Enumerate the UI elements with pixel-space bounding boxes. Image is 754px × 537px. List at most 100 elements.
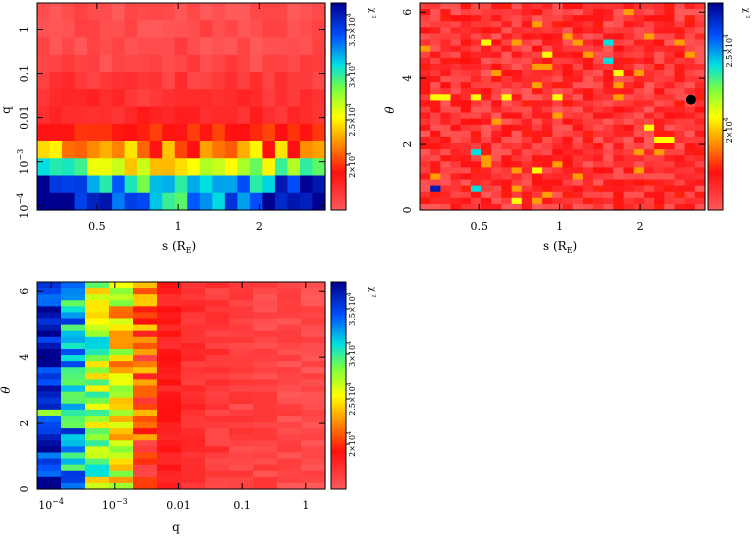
- heatmap-cell: [674, 143, 686, 150]
- p1-y-axis-label: q: [0, 106, 13, 114]
- heatmap-cell: [521, 15, 533, 22]
- heatmap-cell: [301, 422, 326, 429]
- heatmap-cell: [562, 191, 574, 199]
- heatmap-cell: [684, 106, 696, 114]
- heatmap-cell: [301, 306, 326, 314]
- heatmap-cell: [491, 21, 503, 28]
- heatmap-cell: [205, 470, 230, 478]
- heatmap-cell: [521, 118, 533, 126]
- heatmap-cell: [582, 203, 594, 211]
- heatmap-cell: [633, 51, 645, 59]
- heatmap-cell: [613, 57, 625, 65]
- heatmap-cell: [61, 385, 86, 393]
- heatmap-cell: [312, 37, 326, 56]
- heatmap-cell: [174, 158, 188, 177]
- heatmap-cell: [470, 94, 482, 102]
- heatmap-cell: [623, 112, 635, 120]
- heatmap-cell: [162, 20, 176, 39]
- heatmap-cell: [229, 409, 254, 417]
- heatmap-cell: [450, 39, 462, 47]
- heatmap-cell: [654, 39, 665, 47]
- heatmap-cell: [664, 173, 676, 181]
- heatmap-cell: [450, 130, 462, 138]
- heatmap-cell: [187, 158, 201, 177]
- heatmap-cell: [430, 203, 441, 211]
- heatmap-cell: [694, 179, 706, 187]
- heatmap-cell: [440, 15, 452, 22]
- heatmap-cell: [603, 143, 614, 150]
- heatmap-cell: [253, 446, 278, 454]
- heatmap-cell: [277, 415, 302, 423]
- heatmap-cell: [694, 15, 706, 22]
- heatmap-cell: [277, 288, 302, 295]
- heatmap-cell: [85, 355, 110, 362]
- heatmap-cell: [162, 72, 176, 90]
- heatmap-cell: [87, 106, 101, 125]
- heatmap-cell: [450, 197, 462, 205]
- heatmap-cell: [212, 141, 226, 159]
- heatmap-cell: [301, 476, 326, 484]
- heatmap-cell: [224, 141, 238, 159]
- heatmap-cell: [301, 294, 326, 301]
- heatmap-cell: [253, 300, 278, 307]
- heatmap-cell: [562, 112, 574, 120]
- heatmap-cell: [593, 179, 604, 187]
- heatmap-cell: [181, 282, 206, 289]
- heatmap-cell: [572, 88, 584, 95]
- heatmap-cell: [229, 428, 254, 435]
- x-tick-label: 0.01: [166, 499, 191, 512]
- heatmap-cell: [49, 175, 63, 194]
- heatmap-cell: [61, 300, 86, 307]
- heatmap-cell: [654, 124, 665, 132]
- heatmap-cell: [613, 88, 625, 95]
- heatmap-cell: [562, 27, 574, 35]
- heatmap-cell: [664, 130, 676, 138]
- heatmap-cell: [633, 179, 645, 187]
- heatmap-cell: [157, 348, 182, 356]
- heatmap-cell: [664, 106, 676, 114]
- heatmap-cell: [253, 367, 278, 374]
- heatmap-cell: [450, 94, 462, 102]
- heatmap-cell: [229, 470, 254, 478]
- heatmap-cell: [37, 385, 62, 393]
- heatmap-cell: [301, 318, 326, 326]
- heatmap-cell: [491, 57, 503, 65]
- heatmap-cell: [224, 175, 238, 194]
- heatmap-cell: [572, 69, 584, 77]
- heatmap-cell: [440, 179, 452, 187]
- heatmap-cell: [633, 3, 645, 10]
- heatmap-cell: [593, 33, 604, 41]
- heatmap-cell: [511, 136, 523, 144]
- heatmap-cell: [229, 482, 254, 490]
- heatmap-cell: [124, 141, 138, 159]
- heatmap-cell: [61, 324, 86, 332]
- heatmap-cell: [694, 136, 706, 144]
- heatmap-cell: [664, 63, 676, 71]
- heatmap-cell: [157, 312, 182, 320]
- heatmap-cell: [85, 440, 110, 447]
- heatmap-cell: [74, 37, 88, 56]
- heatmap-cell: [623, 45, 635, 53]
- y-tick-label: 2: [18, 420, 31, 427]
- heatmap-cell: [37, 391, 62, 399]
- heatmap-cell: [224, 37, 238, 56]
- heatmap-cell: [674, 63, 686, 71]
- heatmap-cell: [277, 367, 302, 374]
- heatmap-cell: [684, 45, 696, 53]
- heatmap-cell: [37, 336, 62, 344]
- heatmap-cell: [481, 130, 492, 138]
- heatmap-cell: [603, 82, 614, 89]
- heatmap-cell: [85, 385, 110, 393]
- heatmap-cell: [450, 173, 462, 181]
- heatmap-cell: [460, 143, 472, 150]
- heatmap-cell: [61, 318, 86, 326]
- heatmap-cell: [470, 112, 482, 120]
- heatmap-cell: [133, 440, 158, 447]
- heatmap-cell: [511, 82, 523, 89]
- heatmap-cell: [481, 149, 492, 156]
- heatmap-cell: [674, 94, 686, 102]
- heatmap-cell: [124, 72, 138, 90]
- heatmap-cell: [112, 54, 126, 73]
- heatmap-cell: [450, 63, 462, 71]
